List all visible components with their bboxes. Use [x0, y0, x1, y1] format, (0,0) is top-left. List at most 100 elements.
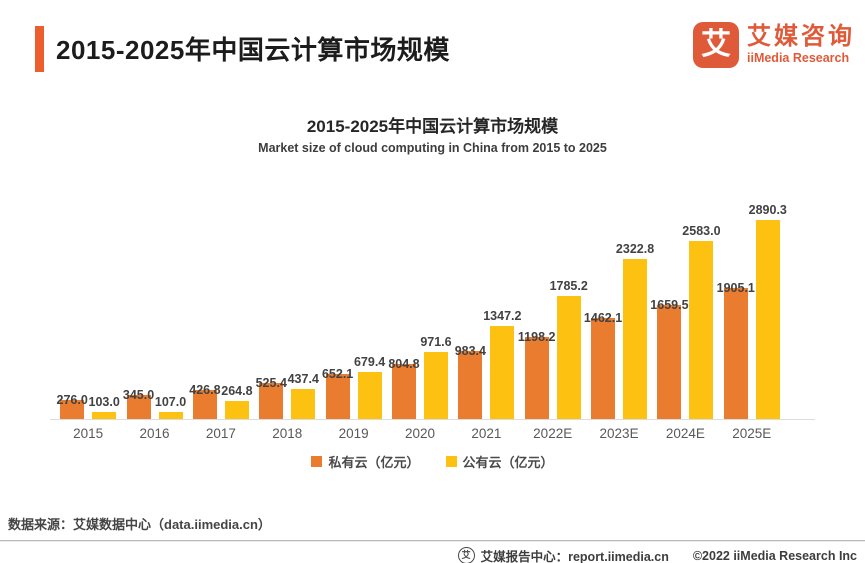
bar-公有云（亿元）-2021: 1347.2	[483, 309, 521, 419]
bar-私有云（亿元）-2021: 983.4	[455, 344, 486, 419]
bar-value-label: 426.8	[189, 382, 221, 397]
bar-value-label: 652.1	[321, 367, 354, 382]
x-axis-label-2015: 2015	[73, 426, 104, 441]
iimedia-logo-icon: 艾	[693, 22, 739, 68]
bar-pair: 983.4 1347.2	[455, 309, 521, 419]
bar-公有云（亿元）-2018: 437.4	[288, 372, 319, 419]
footer-copyright: ©2022 iiMedia Research Inc	[692, 548, 857, 563]
bar-pair: 804.8 971.6	[388, 335, 452, 419]
chart-subtitle: Market size of cloud computing in China …	[258, 141, 607, 155]
bar-value-label: 983.4	[454, 344, 486, 359]
x-axis-label-2018: 2018	[272, 426, 303, 441]
iimedia-logo-name: 艾媒咨询	[747, 23, 855, 51]
bar-value-label: 2890.3	[748, 203, 787, 217]
bar-value-label: 1347.2	[483, 309, 522, 324]
footer-bar: 艾 艾媒报告中心：report.iimedia.cn ©2022 iiMedia…	[457, 546, 857, 563]
legend-item-私有云（亿元）: 私有云（亿元）	[311, 452, 420, 471]
bar-私有云（亿元）-2022E: 1198.2	[518, 330, 555, 419]
bar-pair: 1198.2 1785.2	[518, 279, 588, 419]
bar-私有云（亿元）-2024E: 1659.5	[650, 298, 689, 419]
legend-label: 公有云（亿元）	[462, 455, 554, 470]
bar-group-2016: 345.0 107.0 2016	[121, 209, 187, 441]
bar-pair: 276.0 103.0	[57, 393, 120, 419]
bar-chart-plot: 276.0 103.0 2015 345.0 107.0 2016 426.8 264.8 20…	[50, 203, 815, 441]
bar-公有云（亿元）-2020: 971.6	[420, 335, 452, 419]
bar-私有云（亿元）-2017: 426.8	[189, 383, 221, 419]
bar-value-label: 103.0	[88, 394, 120, 409]
x-axis-label-2021: 2021	[471, 426, 502, 441]
bar-公有云（亿元）-2016: 107.0	[155, 395, 186, 419]
bar-公有云（亿元）-2017: 264.8	[221, 384, 253, 419]
bar-value-label: 264.8	[221, 383, 253, 398]
bar-value-label: 345.0	[122, 388, 155, 403]
chart-legend: 私有云（亿元） 公有云（亿元）	[0, 452, 865, 471]
bar-私有云（亿元）-2016: 345.0	[123, 388, 154, 419]
x-axis-label-2020: 2020	[404, 426, 435, 441]
iimedia-footer-icon: 艾	[457, 547, 475, 563]
bar-私有云（亿元）-2020: 804.8	[388, 357, 420, 419]
bar-私有云（亿元）-2015: 276.0	[57, 393, 88, 419]
bar-公有云（亿元）-2022E: 1785.2	[550, 279, 588, 419]
bar-公有云（亿元）-2025E: 2890.3	[749, 203, 787, 419]
bar-groups: 276.0 103.0 2015 345.0 107.0 2016 426.8 264.8 20…	[55, 203, 787, 441]
title-accent-bar	[35, 26, 44, 72]
bar-group-2021: 983.4 1347.2 2021	[453, 209, 522, 441]
iimedia-logo: 艾 艾媒咨询 iiMedia Research	[693, 22, 855, 68]
bar-公有云（亿元）-2023E: 2322.8	[616, 242, 654, 419]
bar-value-label: 2322.8	[615, 242, 655, 257]
page-title: 2015-2025年中国云计算市场规模	[56, 35, 450, 65]
legend-label: 私有云（亿元）	[328, 455, 420, 470]
bar-公有云（亿元）-2019: 679.4	[354, 355, 385, 419]
bar-value-label: 1905.1	[716, 280, 755, 295]
x-axis-label-2024E: 2024E	[665, 426, 705, 441]
bar-value-label: 525.4	[255, 375, 287, 390]
bar-pair: 652.1 679.4	[322, 355, 385, 419]
bar-value-label: 679.4	[353, 355, 386, 370]
x-axis-label-2019: 2019	[338, 426, 369, 441]
bar-value-label: 437.4	[287, 371, 319, 386]
iimedia-logo-text: 艾媒咨询 iiMedia Research	[747, 23, 855, 65]
bar-value-label: 276.0	[56, 393, 88, 407]
bar-group-2023E: 1462.1 2322.8 2023E	[584, 209, 654, 441]
bar-value-label: 804.8	[388, 356, 420, 371]
x-axis-label-2022E: 2022E	[533, 426, 573, 441]
bar-value-label: 1198.2	[517, 329, 556, 344]
legend-swatch-icon	[445, 456, 457, 467]
bar-公有云（亿元）-2024E: 2583.0	[682, 224, 721, 419]
bar-group-2022E: 1198.2 1785.2 2022E	[518, 209, 588, 441]
bar-value-label: 971.6	[420, 335, 452, 350]
bar-pair: 345.0 107.0	[123, 388, 186, 419]
legend-item-公有云（亿元）: 公有云（亿元）	[445, 452, 554, 471]
bar-私有云（亿元）-2018: 525.4	[256, 376, 287, 419]
x-axis-label-2016: 2016	[139, 426, 170, 441]
bar-group-2019: 652.1 679.4 2019	[320, 209, 386, 441]
bar-私有云（亿元）-2025E: 1905.1	[717, 281, 755, 419]
bar-pair: 1462.1 2322.8	[584, 242, 654, 419]
bar-group-2025E: 1905.1 2890.3 2025E	[717, 203, 787, 441]
bar-私有云（亿元）-2019: 652.1	[322, 367, 353, 419]
bar-group-2020: 804.8 971.6 2020	[387, 209, 453, 441]
bar-value-label: 1659.5	[650, 297, 689, 312]
bar-公有云（亿元）-2015: 103.0	[89, 395, 120, 419]
bar-pair: 426.8 264.8	[189, 383, 253, 419]
data-source-note: 数据来源：艾媒数据中心（data.iimedia.cn）	[8, 517, 271, 532]
bar-group-2017: 426.8 264.8 2017	[188, 209, 254, 441]
x-axis-label-2023E: 2023E	[599, 426, 639, 441]
bar-value-label: 107.0	[154, 394, 187, 409]
bar-私有云（亿元）-2023E: 1462.1	[584, 311, 622, 419]
bar-value-label: 1462.1	[583, 311, 623, 326]
bar-group-2018: 525.4 437.4 2018	[254, 209, 320, 441]
x-axis-label-2017: 2017	[205, 426, 236, 441]
bar-group-2024E: 1659.5 2583.0 2024E	[650, 209, 721, 441]
bar-pair: 525.4 437.4	[256, 372, 319, 419]
bar-group-2015: 276.0 103.0 2015	[55, 209, 121, 441]
x-axis-label-2025E: 2025E	[732, 426, 772, 441]
bar-value-label: 1785.2	[549, 279, 588, 294]
bar-pair: 1905.1 2890.3	[717, 203, 787, 419]
legend-swatch-icon	[311, 456, 323, 467]
chart-title: 2015-2025年中国云计算市场规模	[306, 117, 559, 136]
iimedia-logo-subtitle: iiMedia Research	[747, 50, 850, 65]
bar-pair: 1659.5 2583.0	[650, 224, 721, 419]
footer-divider	[0, 540, 865, 541]
